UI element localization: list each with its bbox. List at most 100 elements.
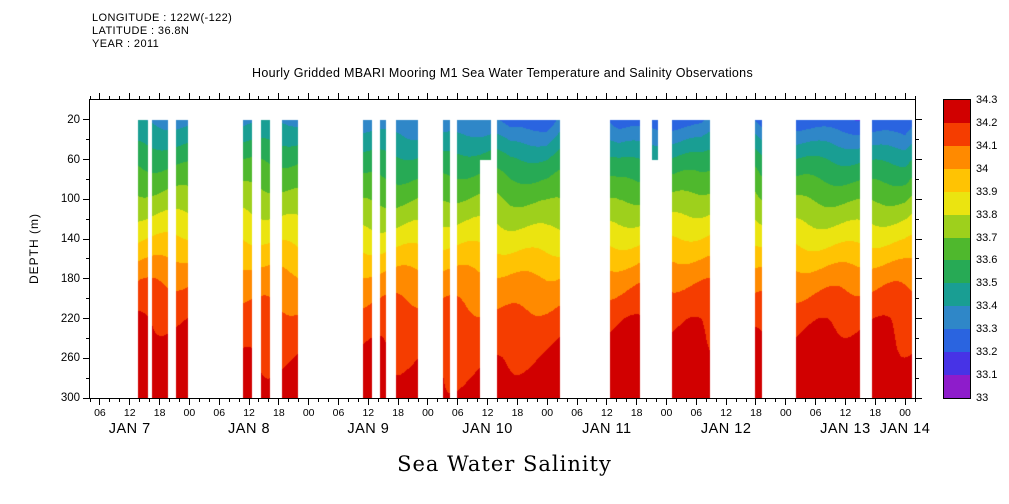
longitude-label: LONGITUDE : 122W(-122) [92, 12, 233, 24]
x-axis-tick [775, 399, 777, 402]
colorbar-tick-label: 33.2 [976, 346, 998, 359]
y-axis-tick-right [916, 258, 919, 260]
x-axis-tick [457, 399, 459, 405]
x-axis-tick [884, 399, 886, 402]
x-axis-tick [735, 399, 737, 402]
x-axis-tick [278, 399, 280, 405]
footer-title: Sea Water Salinity [397, 452, 612, 476]
colorbar-segment [944, 122, 970, 146]
x-axis-tick [417, 399, 419, 402]
x-hour-label: 12 [123, 407, 136, 419]
year-label: YEAR : 2011 [92, 38, 160, 50]
x-hour-label: 06 [690, 407, 703, 419]
colorbar-tick-label: 33.6 [976, 254, 998, 267]
x-axis-tick [258, 399, 260, 402]
x-axis-tick [387, 399, 389, 402]
y-axis-tick-right [916, 238, 922, 240]
colorbar-segment [944, 306, 970, 330]
x-hour-label: 06 [213, 407, 226, 419]
y-axis-tick-right [916, 139, 919, 141]
x-axis-tick [616, 399, 618, 402]
y-tick-label: 140 [60, 233, 80, 246]
x-axis-tick [586, 399, 588, 402]
day-label: JAN 12 [700, 421, 752, 437]
x-hour-label: 12 [839, 407, 852, 419]
y-axis-tick-right [916, 218, 919, 220]
day-label: JAN 13 [820, 421, 871, 437]
x-axis-tick [666, 399, 667, 405]
x-axis-tick [119, 399, 121, 402]
x-axis-tick [397, 399, 399, 405]
x-axis-tick [159, 399, 161, 405]
x-hour-label: 18 [869, 407, 882, 419]
x-axis-tick [685, 399, 687, 402]
x-axis-tick [228, 399, 230, 402]
colorbar-segment [944, 283, 970, 307]
colorbar-tick-label: 33.1 [976, 369, 998, 382]
x-axis-tick [487, 399, 489, 405]
latitude-label: LATITUDE : 36.8N [92, 25, 190, 37]
x-axis-tick [606, 399, 608, 405]
day-label: JAN 11 [582, 421, 632, 437]
y-tick-label: 300 [60, 392, 80, 404]
colorbar-tick-label: 34.3 [976, 94, 998, 106]
x-axis-tick [844, 399, 846, 405]
colorbar-tick-label: 33.9 [976, 185, 998, 198]
y-tick-label: 260 [60, 352, 80, 365]
x-axis-tick [357, 399, 359, 402]
x-hour-label: 06 [94, 407, 106, 419]
colorbar-segment [944, 260, 970, 284]
y-axis-tick-right [916, 357, 922, 359]
x-hour-label: 00 [541, 407, 554, 419]
y-axis-tick-right [916, 119, 922, 121]
x-axis-tick [745, 399, 747, 402]
colorbar-tick-label: 33.5 [976, 277, 998, 290]
x-hour-label: 00 [660, 407, 673, 419]
colorbar-tick-label: 34.1 [976, 139, 998, 152]
x-axis-tick [139, 399, 141, 402]
x-hour-label: 12 [362, 407, 375, 419]
x-axis-tick [198, 399, 200, 402]
x-axis-tick [526, 399, 528, 402]
x-axis-tick [765, 399, 767, 402]
x-hour-label: 12 [601, 407, 613, 419]
colorbar-tick-label: 33.4 [976, 300, 998, 313]
day-label: JAN 10 [462, 421, 513, 437]
day-label: JAN 14 [879, 421, 931, 437]
x-axis-tick [566, 399, 568, 402]
x-axis-tick [328, 399, 330, 402]
y-tick-label: 100 [60, 193, 80, 206]
x-axis-tick [874, 399, 876, 405]
y-axis-tick-right [916, 337, 919, 339]
x-hour-label: 00 [779, 407, 792, 419]
y-axis-tick-right [916, 198, 922, 200]
y-axis-title: DEPTH (m) [27, 213, 41, 285]
x-axis-tick [656, 399, 658, 402]
x-axis-tick [109, 399, 111, 402]
y-tick-label: 180 [60, 272, 80, 285]
chart-title: Hourly Gridded MBARI Mooring M1 Sea Wate… [252, 66, 753, 80]
x-axis-tick [904, 399, 906, 405]
x-hour-label: 18 [630, 407, 643, 419]
x-axis-tick [337, 399, 339, 405]
colorbar-segment [944, 145, 970, 169]
x-axis-tick [129, 399, 131, 405]
y-tick-label: 60 [67, 153, 80, 166]
colorbar-segment [944, 168, 970, 192]
x-axis-tick [864, 399, 866, 402]
y-axis-tick-right [916, 397, 922, 399]
x-hour-label: 00 [302, 407, 315, 419]
x-axis-tick [377, 399, 379, 402]
x-axis-tick [576, 399, 578, 405]
x-hour-label: 06 [809, 407, 822, 419]
day-label: JAN 9 [347, 421, 390, 437]
y-axis-tick-right [916, 178, 919, 180]
x-axis-tick [506, 399, 508, 402]
x-hour-label: 18 [153, 407, 166, 419]
x-axis-tick [318, 399, 320, 402]
x-axis-tick [208, 399, 210, 402]
colorbar-tick-label: 33.8 [976, 208, 998, 221]
x-hour-label: 18 [511, 407, 524, 419]
x-hour-label: 00 [422, 407, 434, 419]
